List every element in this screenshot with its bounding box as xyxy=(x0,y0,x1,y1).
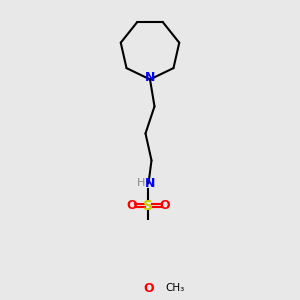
Text: O: O xyxy=(143,282,154,295)
Text: S: S xyxy=(143,199,154,213)
Text: CH₃: CH₃ xyxy=(166,284,185,293)
Text: O: O xyxy=(160,200,170,212)
Text: N: N xyxy=(145,71,155,84)
Text: H: H xyxy=(137,178,145,188)
Text: N: N xyxy=(145,177,155,190)
Text: O: O xyxy=(127,200,137,212)
